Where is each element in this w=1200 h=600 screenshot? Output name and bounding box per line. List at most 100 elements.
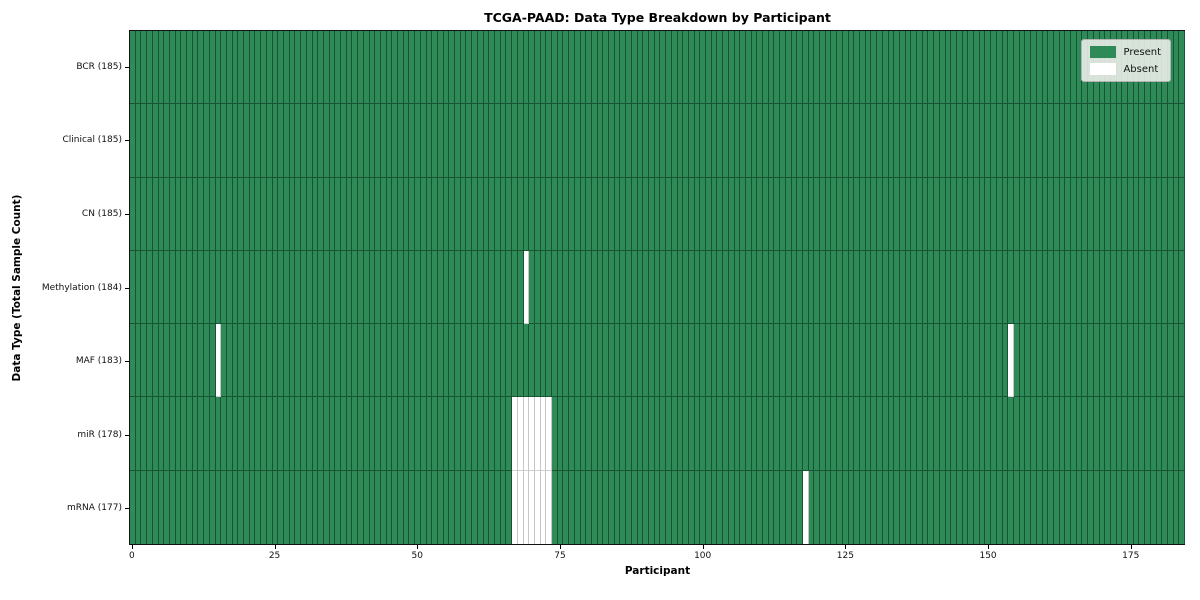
heatmap-cell [922,31,929,105]
heatmap-cell [974,104,980,178]
heatmap-cell [1019,177,1026,251]
heatmap-cell [991,397,997,471]
heatmap-cell [1053,250,1060,325]
heatmap-cell [985,177,992,251]
heatmap-cell [529,324,535,398]
heatmap-cell [700,250,707,325]
x-tick-mark [845,545,847,549]
heatmap-cell [209,31,216,105]
heatmap-cell [888,397,895,471]
heatmap-cell [1088,397,1094,471]
heatmap-cell [877,324,883,398]
heatmap-cell [552,177,558,251]
heatmap-cell [312,104,319,178]
heatmap-cell [386,324,393,398]
heatmap-cell [1031,177,1037,251]
heatmap-cell [854,470,860,544]
heatmap-cell [352,470,359,544]
heatmap-cell [586,177,592,251]
heatmap-cell [1116,177,1123,251]
heatmap-cell [580,324,587,398]
heatmap-cell [512,470,518,544]
heatmap-cell [455,397,461,471]
heatmap-cell [974,470,980,544]
heatmap-cell [346,177,353,251]
heatmap-cell [979,324,986,398]
heatmap-cell [517,397,524,471]
heatmap-cell [420,250,427,325]
y-tick-mark [125,434,129,436]
heatmap-cell [791,470,798,544]
heatmap-cell [837,104,843,178]
heatmap-cell [666,177,672,251]
heatmap-cell [226,104,233,178]
heatmap-cell [238,397,245,471]
heatmap-cell [740,104,746,178]
heatmap-cell [1156,397,1163,471]
heatmap-cell [426,250,433,325]
x-tick-mark [274,545,276,549]
heatmap-cell [785,177,792,251]
heatmap-cell [574,470,581,544]
heatmap-cell [1025,250,1032,325]
y-tick-mark [125,361,129,363]
heatmap-cell [341,177,347,251]
heatmap-cell [312,324,319,398]
heatmap-cell [204,31,210,105]
heatmap-cell [922,324,929,398]
heatmap-cell [791,397,798,471]
heatmap-cell [232,177,239,251]
heatmap-cell [666,104,672,178]
heatmap-cell [266,250,273,325]
heatmap-cell [329,324,336,398]
heatmap-cell [768,397,775,471]
heatmap-cell [871,397,878,471]
heatmap-cell [346,31,353,105]
heatmap-cell [1071,324,1077,398]
heatmap-cell [1093,324,1100,398]
heatmap-cell [802,250,809,325]
heatmap-cell [717,250,724,325]
heatmap-cell [358,104,364,178]
heatmap-cell [534,324,541,398]
heatmap-cell [1179,324,1186,398]
heatmap-cell [751,397,758,471]
heatmap-cell [1156,324,1163,398]
heatmap-cell [860,250,866,325]
heatmap-cell [1013,250,1020,325]
heatmap-cell [751,177,758,251]
heatmap-cell [1173,470,1180,544]
heatmap-cell [506,177,513,251]
heatmap-cell [996,324,1003,398]
heatmap-cell [204,397,210,471]
heatmap-cell [785,470,792,544]
heatmap-cell [825,324,832,398]
heatmap-cell [922,250,929,325]
heatmap-cell [968,177,975,251]
heatmap-cell [415,470,421,544]
heatmap-cell [215,31,222,105]
heatmap-cell [899,470,906,544]
heatmap-cell [848,324,855,398]
heatmap-cell [911,177,918,251]
heatmap-cell [745,470,752,544]
heatmap-cell [152,31,159,105]
heatmap-cell [1008,250,1014,325]
heatmap-cell [477,324,484,398]
heatmap-cell [329,250,336,325]
heatmap-cell [586,324,592,398]
heatmap-cell [375,104,381,178]
heatmap-cell [603,470,610,544]
heatmap-cell [974,397,980,471]
heatmap-cell [198,177,205,251]
heatmap-cell [261,104,267,178]
heatmap-cell [437,324,444,398]
heatmap-cell [517,250,524,325]
heatmap-cell [666,397,672,471]
heatmap-cell [272,324,279,398]
heatmap-cell [380,31,387,105]
heatmap-cell [825,397,832,471]
heatmap-cell [1162,470,1168,544]
heatmap-cell [1088,470,1094,544]
heatmap-cell [1008,397,1014,471]
